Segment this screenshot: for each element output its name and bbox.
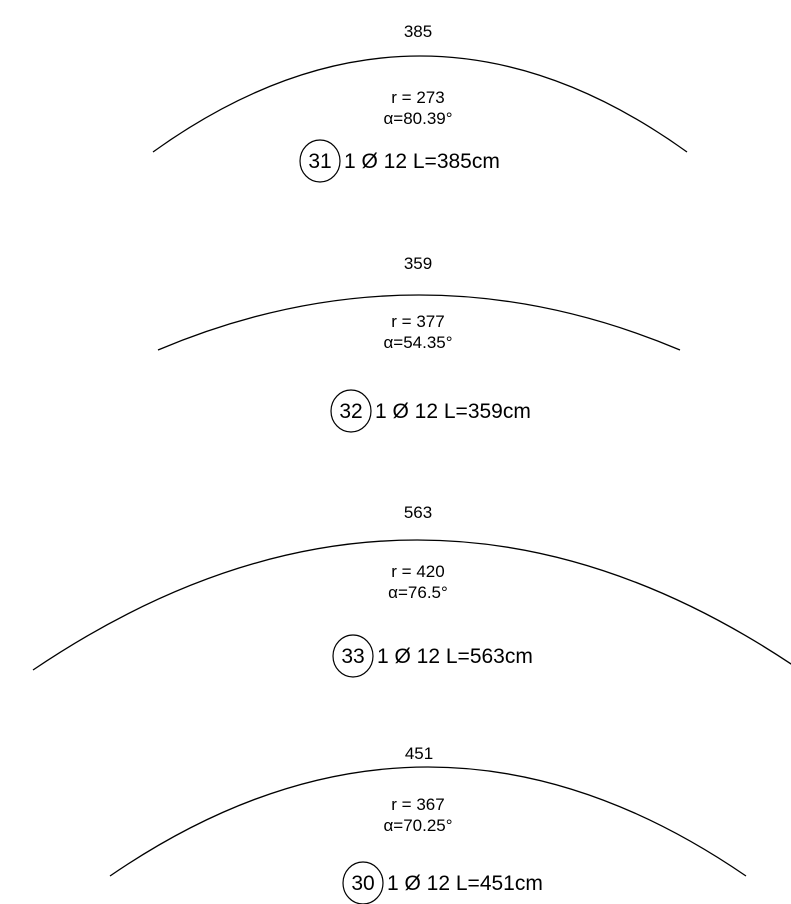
rebar-detail-30: 451 r = 367 α=70.25° 30 1 Ø 12 L=451cm bbox=[109, 744, 747, 904]
bar-arc bbox=[32, 539, 791, 671]
position-mark-number: 31 bbox=[308, 150, 331, 173]
bar-angle-label: α=70.25° bbox=[383, 816, 452, 835]
bar-description: 1 Ø 12 L=359cm bbox=[375, 400, 531, 423]
bar-arc bbox=[109, 766, 747, 877]
bar-length-label: 563 bbox=[404, 503, 432, 522]
bar-radius-label: r = 273 bbox=[391, 88, 444, 107]
bar-arc bbox=[157, 294, 681, 351]
position-mark-circle bbox=[330, 389, 372, 433]
position-mark-number: 33 bbox=[341, 645, 364, 668]
bar-length-label: 385 bbox=[404, 22, 432, 41]
bar-radius-label: r = 420 bbox=[391, 562, 444, 581]
bar-description: 1 Ø 12 L=563cm bbox=[377, 645, 533, 668]
position-mark-number: 32 bbox=[339, 400, 362, 423]
position-mark-circle bbox=[342, 861, 384, 904]
position-mark-circle bbox=[299, 139, 341, 183]
bar-length-label: 451 bbox=[405, 744, 433, 763]
position-mark-number: 30 bbox=[351, 872, 374, 895]
bar-angle-label: α=80.39° bbox=[383, 109, 452, 128]
bar-description: 1 Ø 12 L=385cm bbox=[344, 150, 500, 173]
bar-angle-label: α=76.5° bbox=[388, 583, 448, 602]
rebar-detail-33: 563 r = 420 α=76.5° 33 1 Ø 12 L=563cm bbox=[32, 503, 791, 678]
bar-length-label: 359 bbox=[404, 254, 432, 273]
rebar-detail-31: 385 r = 273 α=80.39° 31 1 Ø 12 L=385cm bbox=[152, 22, 688, 183]
bar-description: 1 Ø 12 L=451cm bbox=[387, 872, 543, 895]
bar-arc bbox=[152, 55, 688, 153]
bar-angle-label: α=54.35° bbox=[383, 333, 452, 352]
position-mark-circle bbox=[332, 634, 374, 678]
bar-radius-label: r = 377 bbox=[391, 312, 444, 331]
bar-radius-label: r = 367 bbox=[391, 795, 444, 814]
rebar-detail-32: 359 r = 377 α=54.35° 32 1 Ø 12 L=359cm bbox=[157, 254, 681, 433]
